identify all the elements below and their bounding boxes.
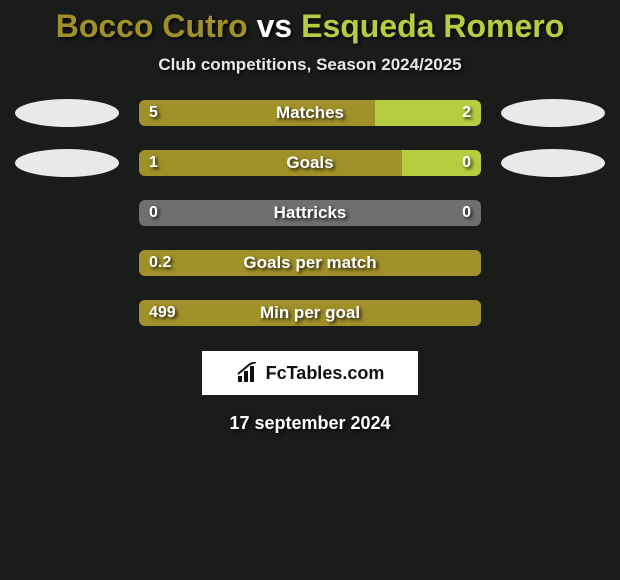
stat-bar-right xyxy=(375,100,481,126)
player1-avatar-placeholder xyxy=(15,149,119,177)
player2-name: Esqueda Romero xyxy=(301,8,564,44)
stat-label: Hattricks xyxy=(139,200,481,226)
stat-bar-right xyxy=(402,150,481,176)
player2-avatar-placeholder xyxy=(501,149,605,177)
player1-avatar-placeholder xyxy=(15,99,119,127)
stat-bar-left xyxy=(139,150,402,176)
stat-bar: Matches52 xyxy=(139,100,481,126)
stat-bar-left xyxy=(139,250,481,276)
stat-row: Goals per match0.2 xyxy=(8,249,612,277)
stat-bar-left xyxy=(139,300,481,326)
stat-row: Matches52 xyxy=(8,99,612,127)
comparison-title: Bocco Cutro vs Esqueda Romero xyxy=(0,0,620,45)
stat-row: Goals10 xyxy=(8,149,612,177)
stat-bar: Hattricks0 0 xyxy=(139,200,481,226)
vs-label: vs xyxy=(257,8,293,44)
subtitle: Club competitions, Season 2024/2025 xyxy=(0,55,620,75)
stat-bar-left xyxy=(139,100,375,126)
logo-box: FcTables.com xyxy=(202,351,418,395)
stat-bar: Goals10 xyxy=(139,150,481,176)
stat-bar: Goals per match0.2 xyxy=(139,250,481,276)
player2-avatar-placeholder xyxy=(501,99,605,127)
stat-value-right: 0 xyxy=(462,200,471,226)
logo-text: FcTables.com xyxy=(266,363,385,384)
stat-row: Min per goal499 xyxy=(8,299,612,327)
stats-container: Matches52 Goals10 Hattricks0 0 Goals per mat… xyxy=(0,99,620,327)
date-label: 17 september 2024 xyxy=(0,413,620,434)
stat-row: Hattricks0 0 xyxy=(8,199,612,227)
chart-icon xyxy=(236,362,262,384)
player1-name: Bocco Cutro xyxy=(56,8,248,44)
stat-bar: Min per goal499 xyxy=(139,300,481,326)
stat-value-left: 0 xyxy=(149,200,158,226)
